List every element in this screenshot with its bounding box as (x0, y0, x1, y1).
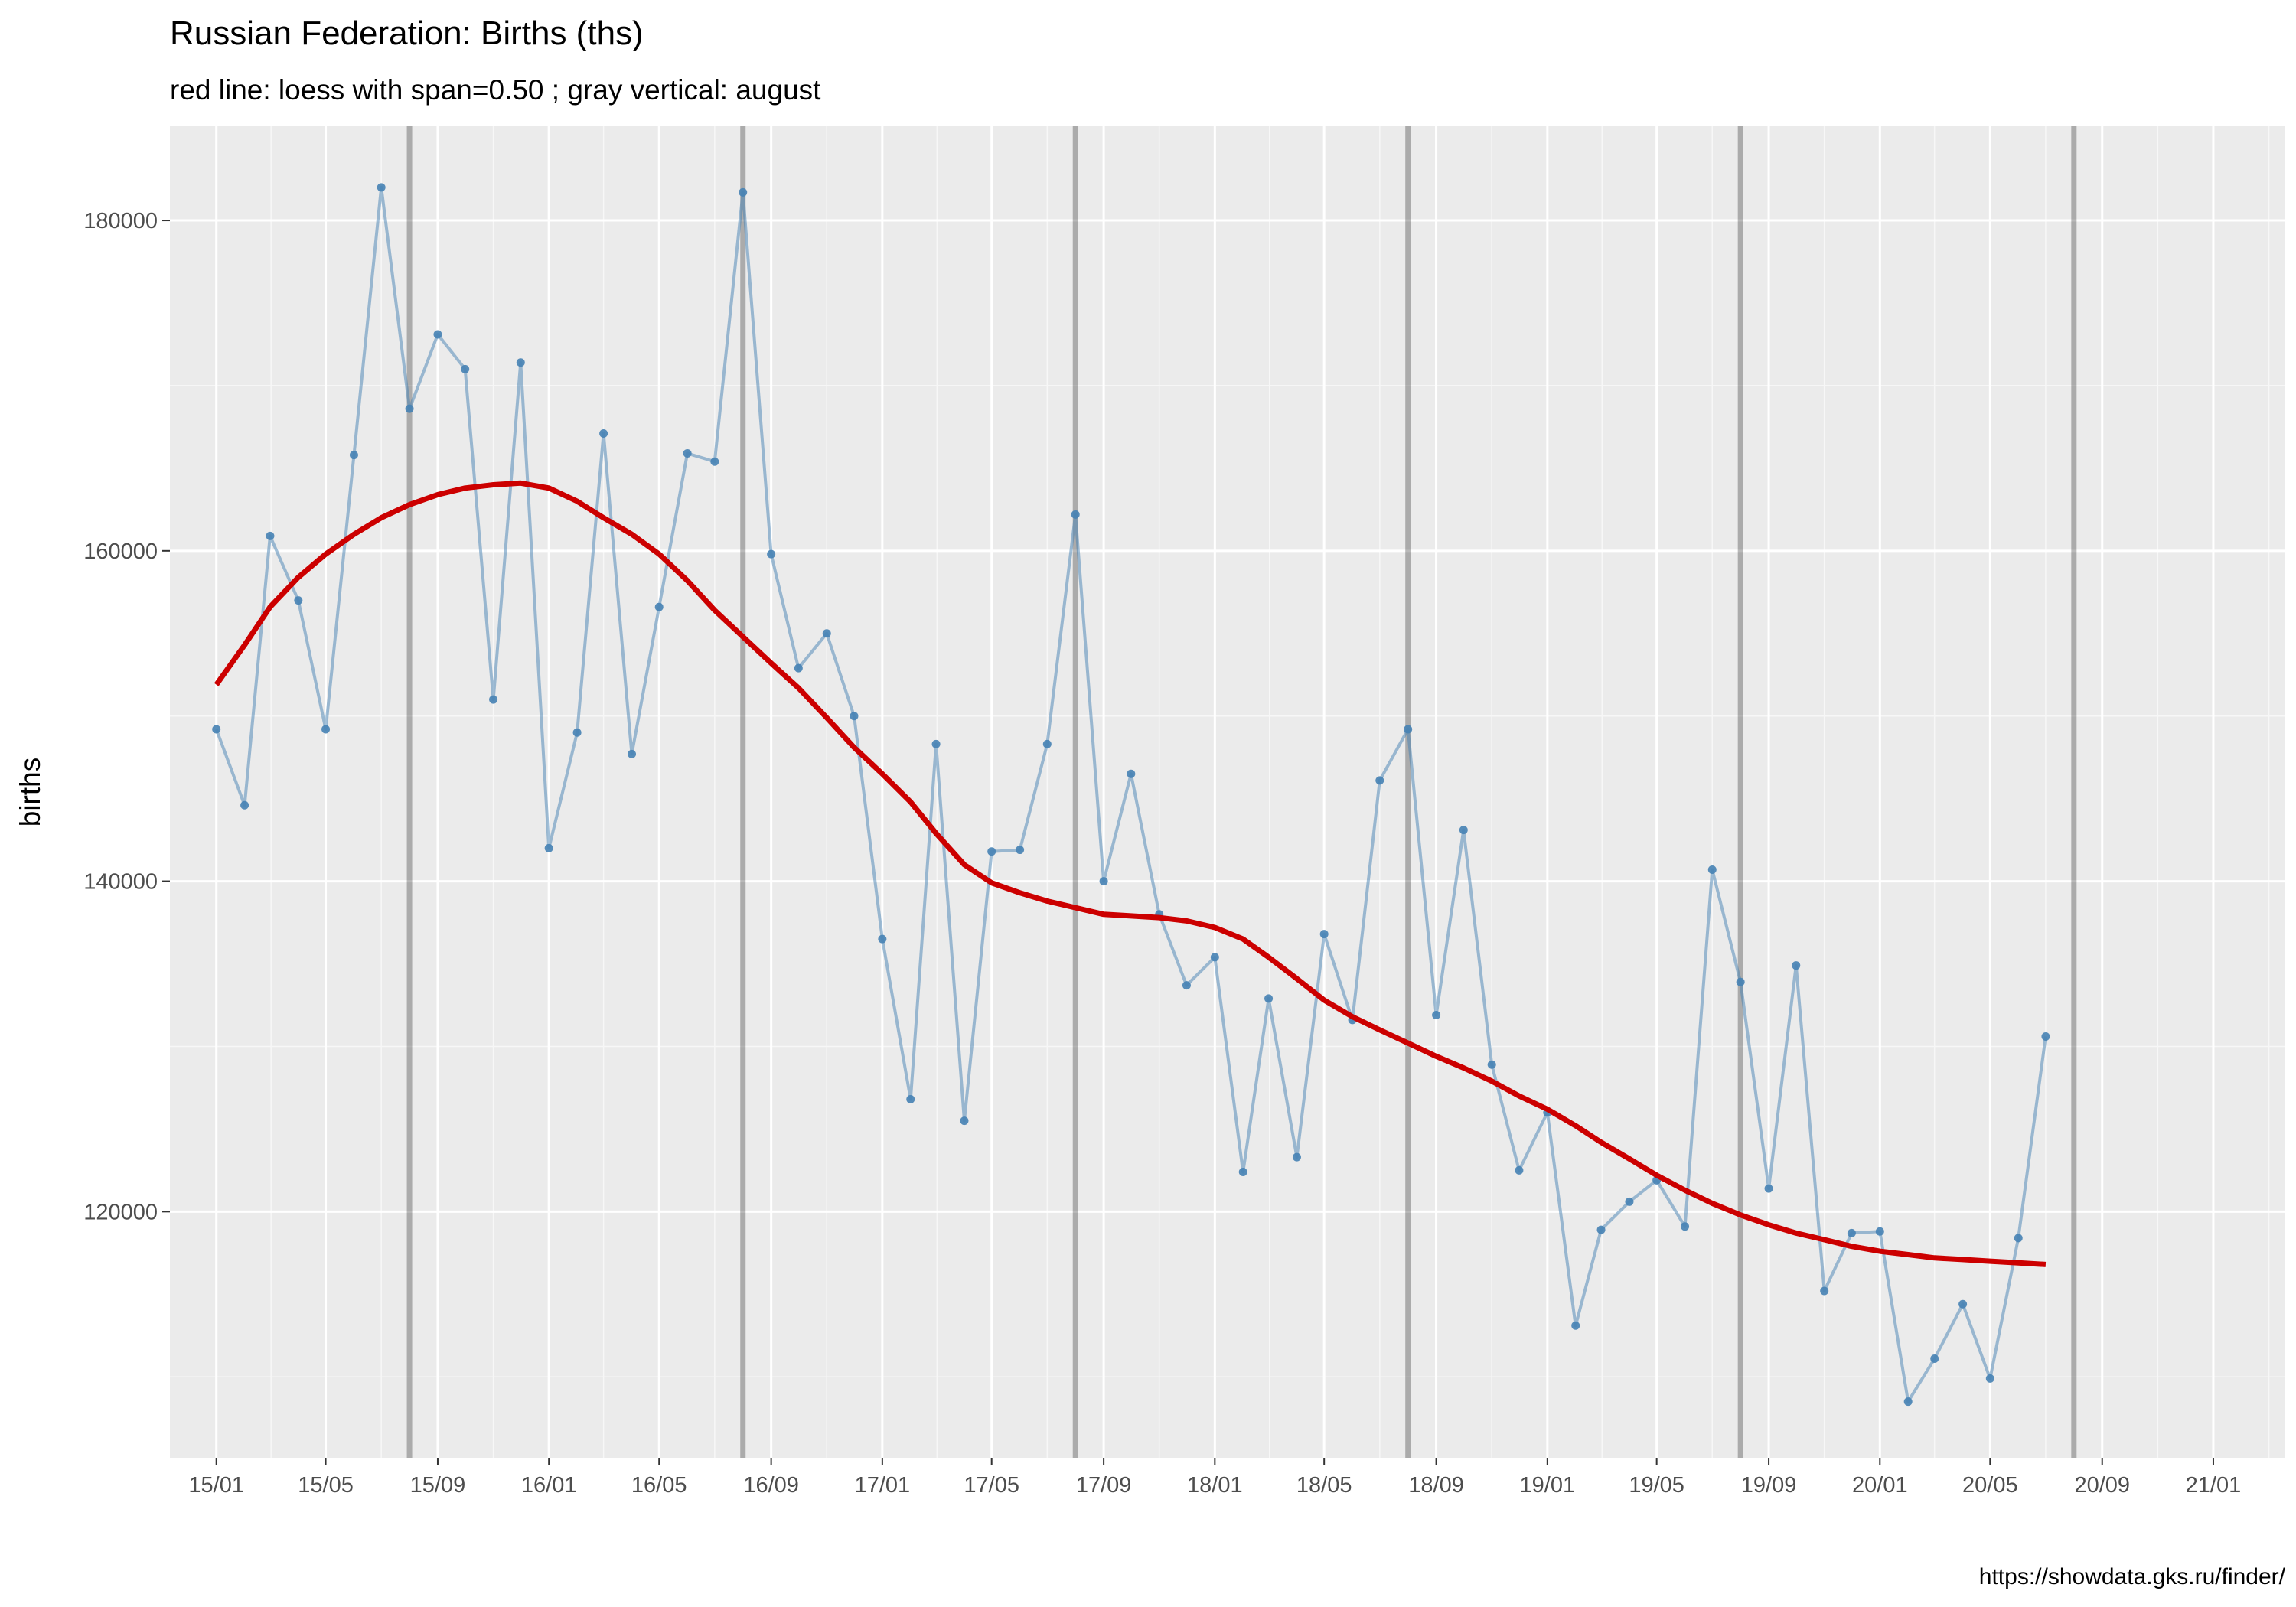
births-point (739, 187, 748, 197)
births-point (1930, 1354, 1939, 1363)
august-markers (406, 126, 2077, 1458)
births-point (1127, 769, 1136, 778)
births-point (1016, 846, 1025, 855)
x-tick-label: 17/05 (964, 1473, 1019, 1498)
births-point (1459, 826, 1468, 835)
x-tick-label: 17/01 (855, 1473, 911, 1498)
births-point (1681, 1222, 1690, 1231)
x-axis: 15/01 15/05 15/09 16/01 16/05 16/09 17/01 17/05… (188, 1458, 2241, 1498)
source-caption: https://showdata.gks.ru/finder/ (1979, 1564, 2286, 1589)
births-point (683, 448, 692, 458)
x-tick-label: 20/09 (2074, 1473, 2130, 1498)
births-point (987, 847, 996, 856)
births-point (1375, 776, 1384, 785)
births-point (461, 364, 470, 373)
plot-panel (170, 126, 2285, 1458)
x-tick-label: 21/01 (2186, 1473, 2242, 1498)
x-tick-label: 18/01 (1187, 1473, 1243, 1498)
births-point (1319, 930, 1329, 939)
births-point (710, 457, 719, 466)
x-tick-label: 18/05 (1296, 1473, 1352, 1498)
births-point (544, 843, 553, 852)
births-point (822, 629, 831, 638)
chart-title: Russian Federation: Births (ths) (170, 15, 644, 52)
births-point (212, 725, 221, 734)
major-gridlines (170, 126, 2285, 1458)
loess-line (214, 480, 2047, 1267)
x-tick-label: 20/05 (1962, 1473, 2018, 1498)
births-point (1820, 1286, 1829, 1296)
births-point (321, 725, 331, 734)
births-point (1432, 1010, 1441, 1019)
births-point (1487, 1060, 1496, 1069)
births-point (2014, 1234, 2023, 1243)
chart-subtitle: red line: loess with span=0.50 ; gray ve… (170, 74, 821, 106)
births-point (767, 549, 776, 559)
births-point (906, 1095, 915, 1104)
births-point (931, 739, 941, 748)
births-point (1903, 1397, 1913, 1407)
births-point (654, 602, 664, 611)
x-tick-label: 17/09 (1076, 1473, 1132, 1498)
births-point (489, 695, 498, 704)
births-point (266, 531, 275, 540)
births-point (599, 429, 608, 438)
births-point (572, 728, 582, 737)
births-point (1071, 510, 1080, 519)
births-point (1958, 1299, 1968, 1309)
births-point (1292, 1152, 1301, 1162)
y-axis: 120000 140000 160000 180000 (83, 209, 170, 1224)
x-tick-label: 16/05 (631, 1473, 687, 1498)
births-point (1099, 877, 1108, 886)
births-point (1707, 865, 1717, 874)
births-point (1210, 953, 1219, 962)
births-point (349, 451, 358, 460)
births-point (1042, 739, 1052, 748)
x-tick-label: 16/01 (521, 1473, 577, 1498)
births-point (1404, 725, 1413, 734)
x-tick-label: 19/09 (1741, 1473, 1797, 1498)
y-axis-title: births (15, 758, 46, 826)
y-tick-label: 140000 (83, 870, 158, 895)
births-series (212, 183, 2050, 1407)
x-tick-label: 18/09 (1408, 1473, 1464, 1498)
births-point (960, 1116, 969, 1126)
y-tick-label: 120000 (83, 1200, 158, 1224)
x-tick-label: 19/01 (1520, 1473, 1576, 1498)
births-point (1792, 961, 1801, 970)
births-point (1515, 1165, 1524, 1175)
births-point (405, 404, 414, 413)
births-point (628, 749, 637, 758)
births-point (794, 663, 803, 673)
x-tick-label: 15/01 (188, 1473, 244, 1498)
births-point (1182, 981, 1191, 990)
births-point (878, 934, 887, 944)
births-point (294, 596, 303, 605)
births-point (1625, 1197, 1634, 1206)
births-point (240, 800, 249, 810)
births-point (1736, 977, 1745, 986)
y-tick-label: 180000 (83, 209, 158, 233)
x-tick-label: 15/05 (298, 1473, 354, 1498)
births-point (1847, 1228, 1856, 1237)
births-point (1264, 994, 1274, 1003)
births-point (1238, 1168, 1247, 1177)
births-point (516, 358, 525, 367)
x-tick-label: 16/09 (743, 1473, 799, 1498)
births-point (1596, 1225, 1606, 1234)
x-tick-label: 20/01 (1852, 1473, 1908, 1498)
births-point (1985, 1374, 1994, 1383)
x-tick-label: 19/05 (1629, 1473, 1684, 1498)
y-tick-label: 160000 (83, 539, 158, 564)
births-point (1875, 1227, 1884, 1236)
births-point (1764, 1184, 1773, 1193)
loess-series (214, 480, 2047, 1267)
x-tick-label: 15/09 (410, 1473, 466, 1498)
births-point (2041, 1032, 2050, 1041)
births-point (1571, 1321, 1580, 1330)
births-point (850, 712, 859, 721)
births-point (433, 330, 442, 339)
births-point (377, 183, 386, 192)
